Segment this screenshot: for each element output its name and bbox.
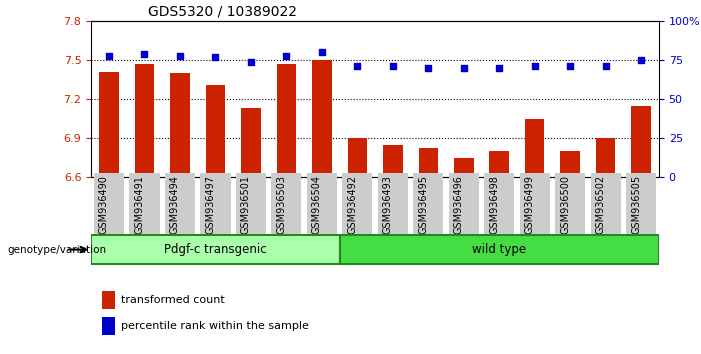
FancyBboxPatch shape	[555, 173, 585, 234]
Text: GSM936505: GSM936505	[631, 175, 641, 234]
Point	[245, 59, 257, 64]
Point	[636, 57, 647, 63]
Bar	[561, 151, 580, 177]
Bar	[102, 291, 115, 309]
Text: GSM936494: GSM936494	[170, 175, 180, 234]
Bar	[170, 73, 189, 177]
FancyBboxPatch shape	[342, 173, 372, 234]
FancyBboxPatch shape	[306, 173, 337, 234]
FancyBboxPatch shape	[236, 173, 266, 234]
Point	[316, 50, 327, 55]
Point	[280, 53, 292, 58]
Text: GSM936491: GSM936491	[135, 175, 144, 234]
FancyBboxPatch shape	[590, 173, 621, 234]
Bar	[241, 108, 261, 177]
Text: GSM936492: GSM936492	[347, 175, 358, 234]
Text: GSM936496: GSM936496	[454, 175, 464, 234]
Text: GSM936504: GSM936504	[312, 175, 322, 234]
FancyBboxPatch shape	[94, 173, 124, 234]
FancyBboxPatch shape	[449, 173, 479, 234]
Point	[139, 51, 150, 57]
FancyBboxPatch shape	[519, 173, 550, 234]
Bar	[102, 317, 115, 335]
Point	[494, 65, 505, 71]
Text: wild type: wild type	[472, 243, 526, 256]
Point	[175, 53, 186, 58]
Bar	[277, 64, 296, 177]
Bar	[99, 72, 118, 177]
FancyBboxPatch shape	[339, 235, 659, 264]
Bar	[312, 60, 332, 177]
Point	[564, 64, 576, 69]
Bar	[348, 138, 367, 177]
Bar	[525, 119, 545, 177]
Bar	[418, 148, 438, 177]
Text: GSM936498: GSM936498	[489, 175, 499, 234]
Text: GDS5320 / 10389022: GDS5320 / 10389022	[148, 5, 297, 19]
FancyBboxPatch shape	[626, 173, 656, 234]
Point	[210, 54, 221, 60]
Point	[423, 65, 434, 71]
Text: Pdgf-c transgenic: Pdgf-c transgenic	[164, 243, 266, 256]
Point	[103, 53, 114, 58]
FancyBboxPatch shape	[91, 235, 339, 264]
FancyBboxPatch shape	[271, 173, 301, 234]
Bar	[632, 105, 651, 177]
Bar	[596, 138, 615, 177]
Text: GSM936490: GSM936490	[99, 175, 109, 234]
FancyBboxPatch shape	[378, 173, 408, 234]
Text: GSM936497: GSM936497	[205, 175, 215, 234]
FancyBboxPatch shape	[413, 173, 444, 234]
FancyBboxPatch shape	[200, 173, 231, 234]
FancyBboxPatch shape	[165, 173, 195, 234]
Bar	[489, 151, 509, 177]
Point	[529, 64, 540, 69]
Text: GSM936503: GSM936503	[276, 175, 286, 234]
FancyBboxPatch shape	[129, 173, 160, 234]
Text: GSM936499: GSM936499	[525, 175, 535, 234]
Text: percentile rank within the sample: percentile rank within the sample	[121, 321, 308, 331]
Text: GSM936493: GSM936493	[383, 175, 393, 234]
FancyBboxPatch shape	[484, 173, 515, 234]
Bar	[135, 64, 154, 177]
Bar	[383, 144, 402, 177]
Point	[458, 65, 470, 71]
Text: GSM936501: GSM936501	[241, 175, 251, 234]
Text: genotype/variation: genotype/variation	[7, 245, 106, 255]
Point	[352, 64, 363, 69]
Text: GSM936495: GSM936495	[418, 175, 428, 234]
Text: GSM936500: GSM936500	[560, 175, 570, 234]
Bar	[454, 158, 473, 177]
Point	[387, 64, 398, 69]
Point	[600, 64, 611, 69]
Text: GSM936502: GSM936502	[596, 175, 606, 234]
Bar	[205, 85, 225, 177]
Text: transformed count: transformed count	[121, 295, 224, 305]
